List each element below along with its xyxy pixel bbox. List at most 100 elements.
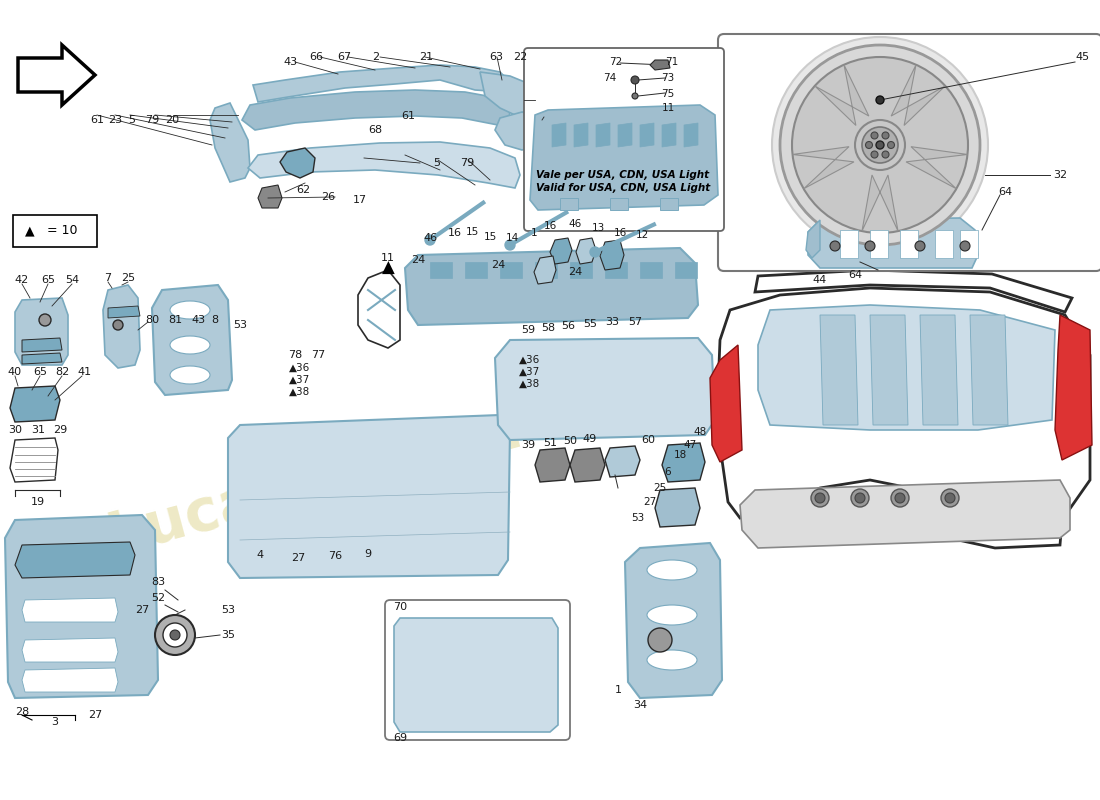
Polygon shape (22, 598, 118, 622)
Text: 56: 56 (561, 321, 575, 331)
Polygon shape (535, 448, 570, 482)
Circle shape (866, 142, 872, 149)
Circle shape (945, 493, 955, 503)
Text: 16: 16 (543, 221, 557, 231)
Circle shape (871, 132, 878, 139)
Text: 53: 53 (233, 320, 248, 330)
Text: 48: 48 (693, 427, 706, 437)
Polygon shape (684, 123, 699, 147)
Text: 23: 23 (108, 115, 122, 125)
Polygon shape (920, 315, 958, 425)
Text: 73: 73 (661, 73, 674, 83)
Circle shape (425, 235, 435, 245)
Text: 27: 27 (290, 553, 305, 563)
Polygon shape (891, 65, 945, 126)
Polygon shape (605, 446, 640, 477)
FancyBboxPatch shape (385, 600, 570, 740)
Text: 57: 57 (628, 317, 642, 327)
Text: 27: 27 (135, 605, 150, 615)
Text: 30: 30 (8, 425, 22, 435)
Text: 69: 69 (393, 733, 407, 743)
Polygon shape (650, 60, 670, 70)
FancyBboxPatch shape (524, 48, 724, 231)
Polygon shape (960, 230, 978, 258)
Text: ▲38: ▲38 (289, 387, 310, 397)
Polygon shape (870, 230, 888, 258)
Circle shape (891, 489, 909, 507)
Polygon shape (280, 148, 315, 178)
Polygon shape (610, 198, 628, 210)
Text: 5: 5 (129, 115, 135, 125)
Text: 17: 17 (353, 195, 367, 205)
Polygon shape (840, 230, 858, 258)
Text: 64: 64 (998, 187, 1012, 197)
Text: 14: 14 (505, 233, 518, 243)
Text: 25: 25 (121, 273, 135, 283)
Polygon shape (500, 262, 522, 278)
Text: 2: 2 (373, 52, 380, 62)
Text: 24: 24 (411, 255, 425, 265)
Text: 81: 81 (168, 315, 183, 325)
Polygon shape (18, 45, 95, 105)
Polygon shape (530, 105, 718, 210)
Text: 1: 1 (530, 228, 537, 238)
Circle shape (39, 314, 51, 326)
Text: 39: 39 (521, 440, 535, 450)
Text: 6: 6 (664, 467, 671, 477)
Text: 47: 47 (683, 440, 696, 450)
Circle shape (871, 151, 878, 158)
Text: 52: 52 (151, 593, 165, 603)
Text: 46: 46 (569, 219, 582, 229)
Ellipse shape (170, 336, 210, 354)
Circle shape (780, 45, 980, 245)
Circle shape (855, 120, 905, 170)
Polygon shape (228, 415, 510, 578)
Polygon shape (740, 480, 1070, 548)
Polygon shape (430, 262, 452, 278)
Polygon shape (755, 270, 1072, 312)
Text: 42: 42 (15, 275, 29, 285)
Polygon shape (618, 123, 632, 147)
Text: 61: 61 (402, 111, 415, 121)
Polygon shape (758, 305, 1055, 430)
Text: 32: 32 (1053, 170, 1067, 180)
Text: 82: 82 (55, 367, 69, 377)
Circle shape (882, 151, 889, 158)
Polygon shape (534, 256, 556, 284)
Polygon shape (495, 112, 548, 150)
Circle shape (865, 241, 874, 251)
Text: 54: 54 (65, 275, 79, 285)
Text: ▲37: ▲37 (289, 375, 310, 385)
Text: 34: 34 (632, 700, 647, 710)
Polygon shape (535, 262, 557, 278)
Text: 7: 7 (104, 273, 111, 283)
Text: 16: 16 (448, 228, 462, 238)
Polygon shape (1055, 315, 1092, 460)
Polygon shape (793, 146, 854, 189)
Polygon shape (103, 285, 140, 368)
Polygon shape (870, 315, 907, 425)
Circle shape (772, 37, 988, 253)
Polygon shape (152, 285, 232, 395)
Polygon shape (675, 262, 697, 278)
Polygon shape (906, 146, 967, 189)
Text: 41: 41 (78, 367, 92, 377)
Polygon shape (394, 618, 558, 732)
Polygon shape (242, 90, 510, 130)
Polygon shape (640, 123, 654, 147)
Text: 18: 18 (673, 450, 686, 460)
Text: Luca passion for: Luca passion for (102, 373, 638, 567)
Text: 22: 22 (513, 52, 527, 62)
Circle shape (888, 142, 894, 149)
Text: 20: 20 (165, 115, 179, 125)
Polygon shape (660, 198, 678, 210)
Text: 55: 55 (583, 319, 597, 329)
Text: 24: 24 (491, 260, 505, 270)
Text: 65: 65 (33, 367, 47, 377)
Polygon shape (718, 288, 1090, 548)
Text: ▲36: ▲36 (519, 355, 540, 365)
Text: 71: 71 (666, 57, 679, 67)
Text: 35: 35 (221, 630, 235, 640)
Text: 27: 27 (644, 497, 657, 507)
Polygon shape (596, 123, 611, 147)
